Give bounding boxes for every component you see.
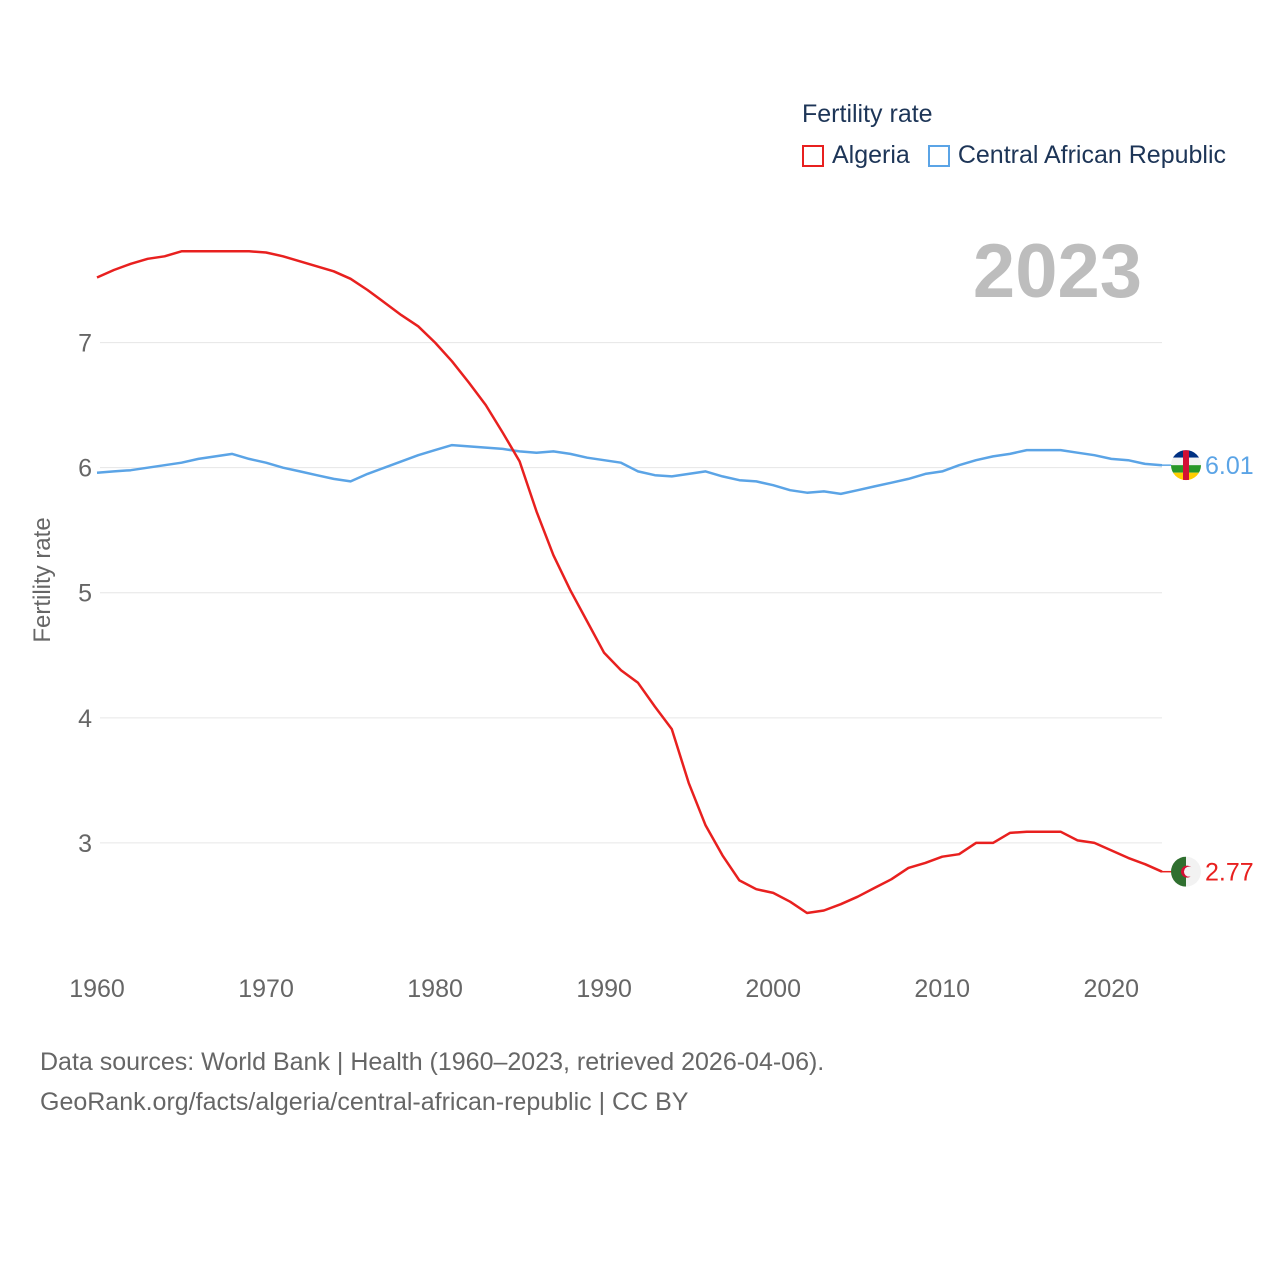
series-lines [96,250,1163,915]
footer-sources: Data sources: World Bank | Health (1960–… [40,1048,825,1076]
y-tick-label: 6 [78,455,92,483]
footer: Data sources: World Bank | Health (1960–… [40,1042,824,1122]
footer-link[interactable]: GeoRank.org/facts/algeria/central-africa… [40,1088,689,1116]
end-value-label: 2.77 [1205,859,1254,887]
y-axis-label: Fertility rate [29,517,56,643]
legend-item-central-african-republic[interactable]: Central African Republic [927,141,1227,170]
grid-lines [100,342,1162,844]
central-african-republic-flag-icon [1171,450,1201,481]
x-tick-label: 1960 [69,975,125,1003]
x-tick-label: 1970 [238,975,294,1003]
series-line-algeria [96,250,1163,915]
x-tick-labels: 1960 1970 1980 1990 2000 2010 2020 [69,975,1139,1003]
x-tick-label: 2010 [914,975,970,1003]
series-line-central-african-republic [96,443,1163,496]
y-tick-label: 4 [78,705,92,733]
legend-item-algeria[interactable]: Algeria [802,141,910,170]
series-end-markers: 2.77 6.01 [1162,450,1254,887]
x-tick-label: 2000 [745,975,801,1003]
x-tick-label: 2020 [1083,975,1139,1003]
y-tick-label: 7 [78,330,92,358]
legend-label-central-african-republic: Central African Republic [957,141,1227,169]
y-tick-label: 5 [78,580,92,608]
legend-title: Fertility rate [802,100,933,128]
x-tick-label: 1980 [407,975,463,1003]
legend-swatch-central-african-republic [927,144,950,167]
y-tick-label: 3 [78,830,92,858]
legend-label-algeria: Algeria [832,141,910,169]
y-tick-labels: 3 4 5 6 7 [78,330,92,858]
legend-swatch-algeria [802,144,824,167]
x-tick-label: 1990 [576,975,632,1003]
end-value-label: 6.01 [1205,452,1254,480]
year-label: 2023 [972,229,1142,314]
legend: Fertility rate Algeria Central African R… [802,100,1244,170]
algeria-flag-icon [1171,856,1201,887]
